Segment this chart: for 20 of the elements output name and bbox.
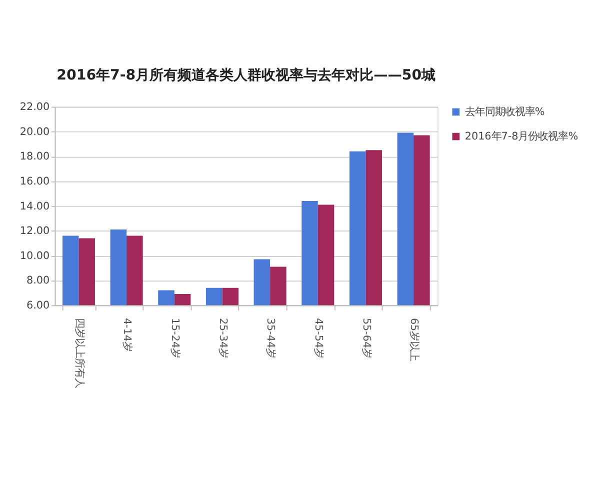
legend-label: 2016年7-8月份收视率% <box>464 130 578 142</box>
x-tick-label: 25-34岁 <box>216 318 229 358</box>
x-tick-label: 65岁以上 <box>408 318 420 362</box>
chart-title: 2016年7-8月所有频道各类人群收视率与去年对比——50城 <box>56 66 436 84</box>
y-tick-label: 14.00 <box>20 200 50 212</box>
x-tick-label: 4-14岁 <box>121 318 134 352</box>
y-tick-label: 22.00 <box>20 101 50 114</box>
y-tick-label: 6.00 <box>26 299 50 312</box>
y-tick-label: 20.00 <box>20 126 50 138</box>
y-tick-label: 18.00 <box>20 150 50 163</box>
y-tick-label: 12.00 <box>20 225 50 238</box>
x-tick-label: 55-64岁 <box>360 318 372 358</box>
legend-label: 去年同期收视率% <box>464 106 545 118</box>
y-tick-label: 10.00 <box>20 250 50 262</box>
x-tick-label: 35-44岁 <box>264 318 277 358</box>
y-tick-label: 8.00 <box>26 274 50 287</box>
x-tick-label: 15-24岁 <box>169 318 182 358</box>
x-tick-label: 四岁以上所有人 <box>73 318 86 388</box>
x-tick-label: 45-54岁 <box>312 318 325 358</box>
y-tick-label: 16.00 <box>20 175 50 188</box>
